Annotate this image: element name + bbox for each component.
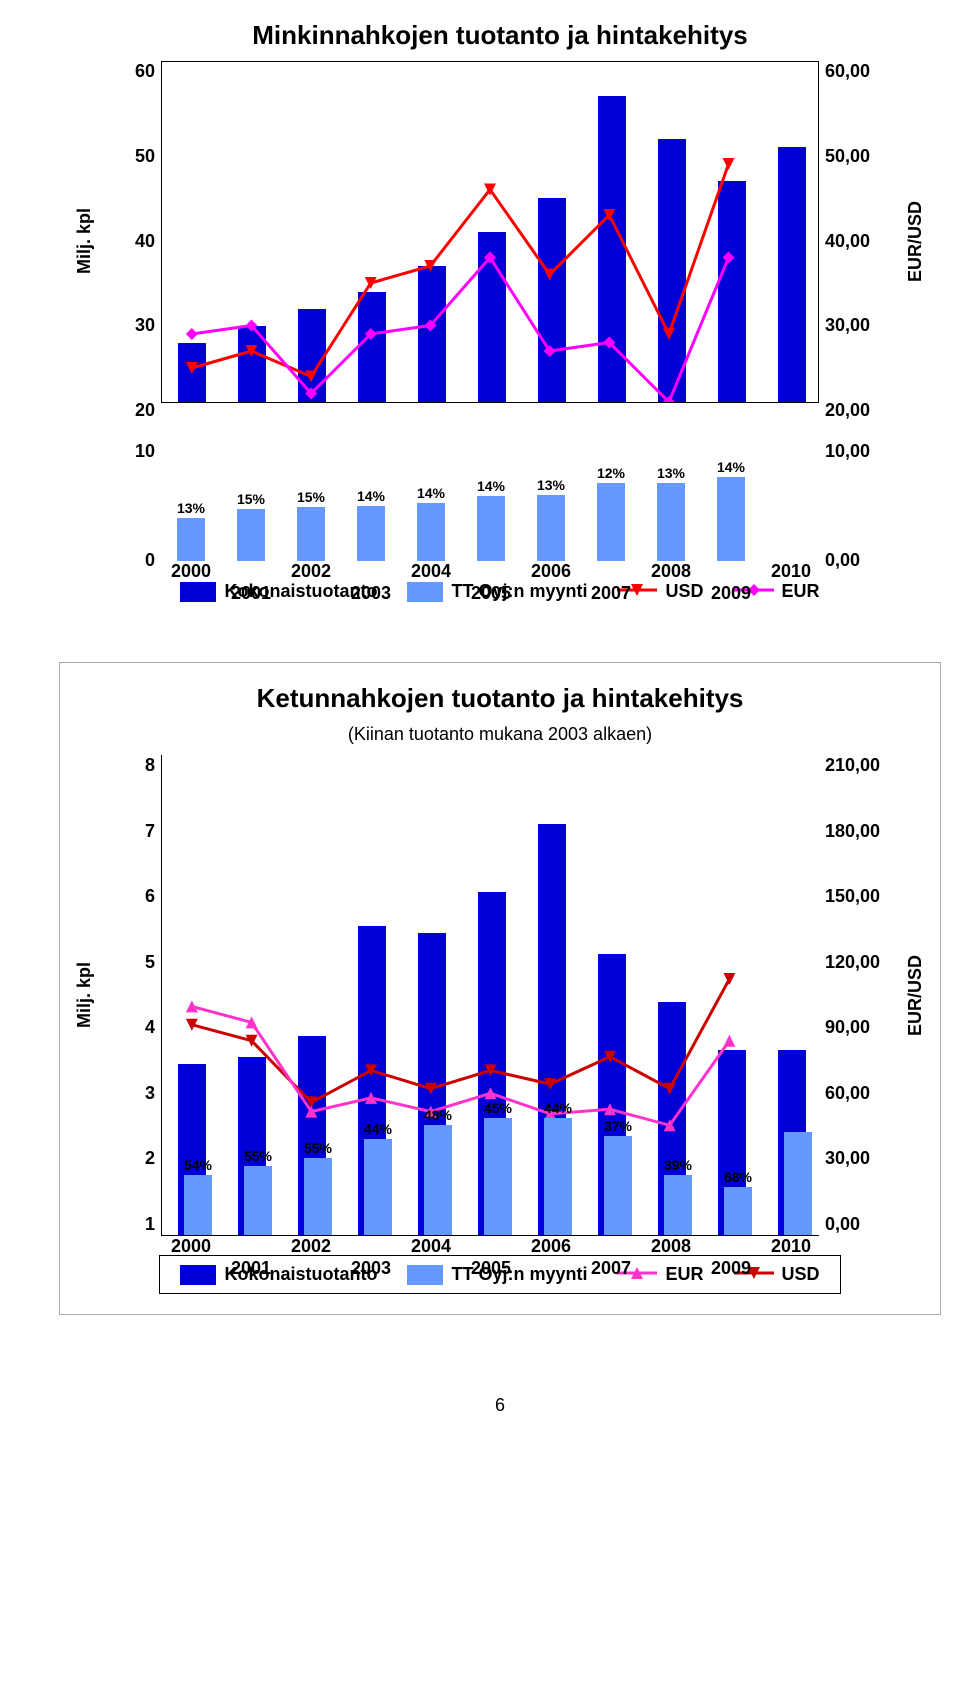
chart2: Ketunnahkojen tuotanto ja hintakehitys (… <box>59 662 941 1315</box>
bar-tt <box>597 483 625 561</box>
bar-pct-label: 13% <box>177 500 205 516</box>
chart2-title: Ketunnahkojen tuotanto ja hintakehitys <box>70 683 930 714</box>
chart1-upper-plot <box>161 61 819 403</box>
bar-pct-label: 48% <box>424 1107 452 1123</box>
x-label: 2002 <box>291 561 331 582</box>
chart1-title: Minkinnahkojen tuotanto ja hintakehitys <box>70 20 930 51</box>
chart2-yaxis-right: 210,00180,00150,00120,0090,0060,0030,000… <box>819 755 901 1235</box>
x-label: 2007 <box>591 583 631 604</box>
x-label: 2001 <box>231 1258 271 1279</box>
chart1-ylabel-right: EUR/USD <box>901 61 930 421</box>
bar-tt <box>477 496 505 561</box>
bar-kokonais <box>778 147 806 402</box>
chart2-ylabel-right: EUR/USD <box>901 755 930 1235</box>
x-label: 2008 <box>651 1236 691 1257</box>
bar-tt <box>357 506 385 561</box>
bar-tt <box>424 1125 452 1235</box>
bar-pct-label: 45% <box>484 1100 512 1116</box>
bar-tt <box>664 1175 692 1235</box>
bar-pct-label: 55% <box>244 1148 272 1164</box>
bar-pct-label: 44% <box>544 1100 572 1116</box>
bar-pct-label: 68% <box>724 1169 752 1185</box>
bar-pct-label: 14% <box>477 478 505 494</box>
bar-pct-label: 39% <box>664 1157 692 1173</box>
bar-pct-label: 13% <box>537 477 565 493</box>
x-label: 2010 <box>771 561 811 582</box>
x-label: 2004 <box>411 561 451 582</box>
x-label: 2001 <box>231 583 271 604</box>
bar-tt <box>657 483 685 561</box>
bar-tt <box>304 1158 332 1235</box>
bar-tt <box>364 1139 392 1235</box>
chart2-plot: 54% 55% 55% 44% 48% 45% 44% 37% 39% 68% <box>161 755 819 1236</box>
bar-tt <box>237 509 265 561</box>
bar-kokonais <box>238 326 266 403</box>
x-label: 2009 <box>711 583 751 604</box>
page-number: 6 <box>20 1395 960 1416</box>
bar-kokonais <box>478 232 506 402</box>
bar-tt <box>544 1118 572 1235</box>
chart1: Minkinnahkojen tuotanto ja hintakehitys … <box>70 20 930 602</box>
x-label: 2003 <box>351 1258 391 1279</box>
bar-tt <box>297 507 325 561</box>
chart2-ylabel-left: Milj. kpl <box>70 755 99 1235</box>
chart2-subtitle: (Kiinan tuotanto mukana 2003 alkaen) <box>70 724 930 745</box>
bar-pct-label: 12% <box>597 465 625 481</box>
bar-pct-label: 14% <box>717 459 745 475</box>
bar-tt <box>484 1118 512 1235</box>
chart2-xaxis: 2000 2001 2002 2003 2004 2005 2006 2007 2008 2009… <box>161 1236 819 1286</box>
bar-tt <box>177 518 205 561</box>
x-label: 2008 <box>651 561 691 582</box>
bar-pct-label: 14% <box>417 485 445 501</box>
bar-kokonais <box>718 181 746 402</box>
x-label: 2003 <box>351 583 391 604</box>
x-label: 2007 <box>591 1258 631 1279</box>
bar-tt <box>717 477 745 561</box>
bar-pct-label: 15% <box>297 489 325 505</box>
bar-kokonais <box>418 266 446 402</box>
x-label: 2006 <box>531 561 571 582</box>
bar-kokonais <box>298 309 326 403</box>
bar-pct-label: 54% <box>184 1157 212 1173</box>
bar-kokonais <box>178 343 206 403</box>
bar-kokonais <box>538 198 566 402</box>
chart1-lower-plot: 13% 15% 15% 14% 14% 14% 13% 12% 13% 14% <box>161 441 819 561</box>
bar-pct-label: 37% <box>604 1118 632 1134</box>
x-label: 2002 <box>291 1236 331 1257</box>
bar-pct-label: 15% <box>237 491 265 507</box>
bar-kokonais <box>358 292 386 403</box>
bar-tt <box>604 1136 632 1235</box>
x-label: 2000 <box>171 561 211 582</box>
bar-kokonais <box>658 139 686 403</box>
x-label: 2005 <box>471 1258 511 1279</box>
bar-pct-label: 13% <box>657 465 685 481</box>
chart1-yaxis-right: 60,0050,0040,0030,0020,00 <box>819 61 901 421</box>
bar-tt <box>537 495 565 561</box>
x-label: 2006 <box>531 1236 571 1257</box>
chart2-yaxis-left: 87654321 <box>99 755 161 1235</box>
x-label: 2005 <box>471 583 511 604</box>
bar-tt <box>724 1187 752 1235</box>
bar-tt <box>784 1132 812 1235</box>
bar-tt <box>244 1166 272 1235</box>
bar-pct-label: 14% <box>357 488 385 504</box>
bar-pct-label: 44% <box>364 1121 392 1137</box>
chart1-xaxis: 2000 2001 2002 2003 2004 2005 2006 2007 2008 2009… <box>161 561 819 611</box>
bar-tt <box>417 503 445 561</box>
x-label: 2010 <box>771 1236 811 1257</box>
x-label: 2000 <box>171 1236 211 1257</box>
chart1-ylabel-left: Milj. kpl <box>70 61 99 421</box>
bar-kokonais <box>598 96 626 402</box>
bar-tt <box>184 1175 212 1235</box>
x-label: 2009 <box>711 1258 751 1279</box>
x-label: 2004 <box>411 1236 451 1257</box>
bar-pct-label: 55% <box>304 1140 332 1156</box>
chart1-yaxis-left: 6050403020 <box>99 61 161 421</box>
